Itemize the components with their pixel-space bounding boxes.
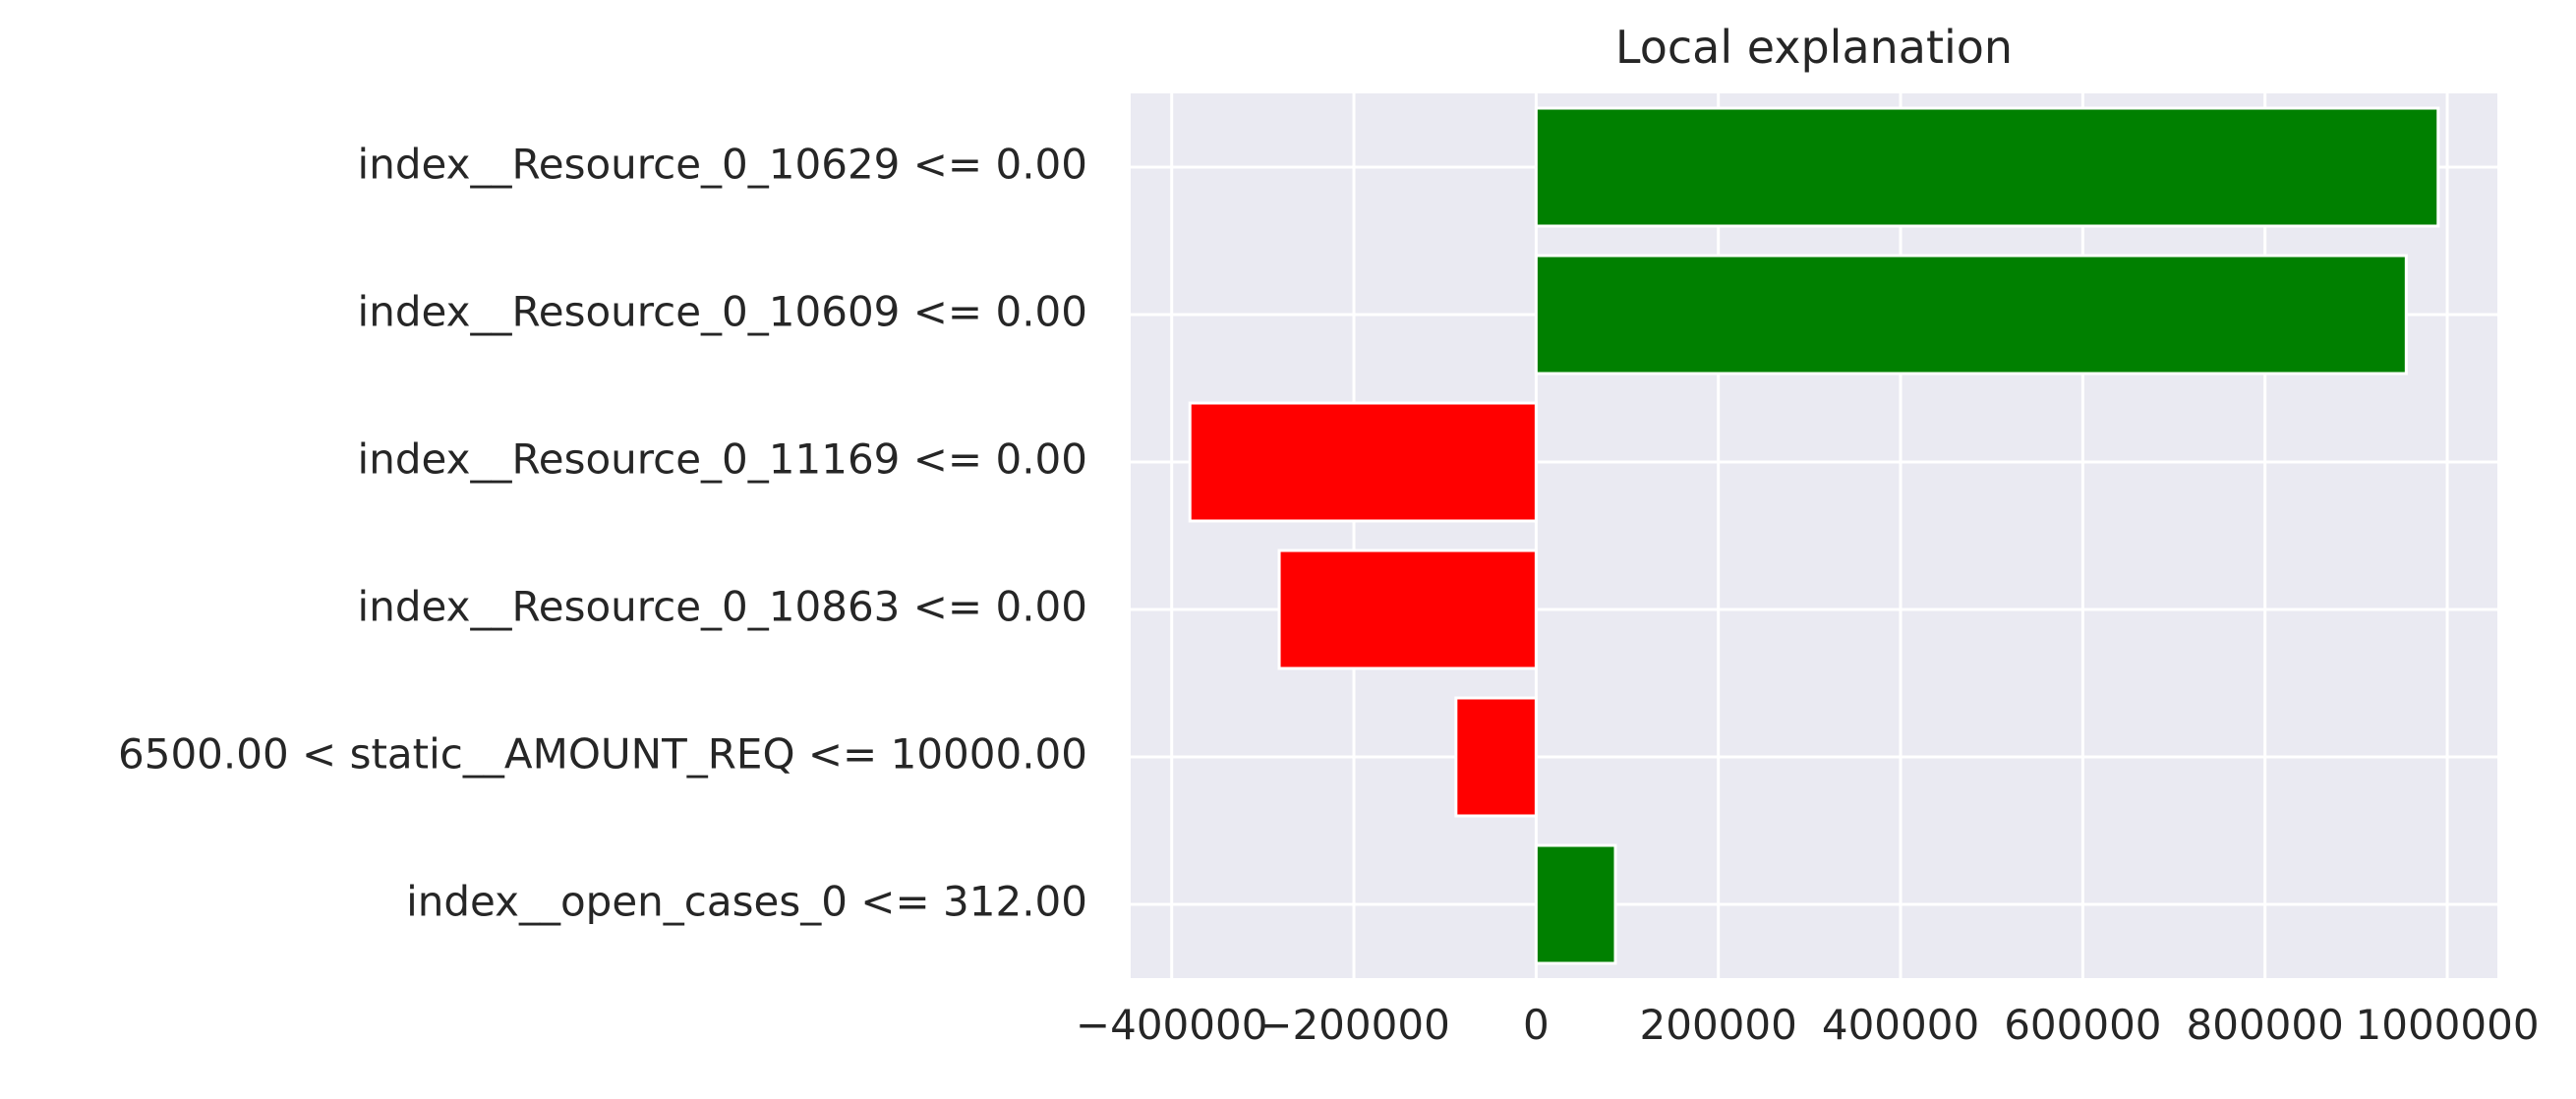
x-tick-label: −200000 <box>1258 1001 1450 1049</box>
y-tick-labels: index__Resource_0_10629 <= 0.00 index__Re… <box>118 141 1087 926</box>
x-tick-labels: −400000−200000 0 200000 400000 600000 800000 1… <box>1076 1001 2540 1049</box>
x-tick-label: 800000 <box>2187 1001 2344 1049</box>
x-tick-label: 1000000 <box>2356 1001 2540 1049</box>
x-tick-label: 400000 <box>1822 1001 1979 1049</box>
bar <box>1534 843 1617 965</box>
y-tick-label: 6500.00 < static__AMOUNT_REQ <= 10000.00 <box>118 730 1087 779</box>
x-tick-label: 0 <box>1523 1001 1550 1049</box>
y-tick-label: index__Resource_0_11169 <= 0.00 <box>358 435 1087 484</box>
bar <box>1188 401 1538 523</box>
bar <box>1534 254 2408 376</box>
bar <box>1534 106 2440 228</box>
bar <box>1277 549 1538 670</box>
y-tick-label: index__Resource_0_10609 <= 0.00 <box>358 288 1087 336</box>
bars <box>1188 106 2440 965</box>
plot-background <box>1131 93 2497 978</box>
y-tick-label: index__Resource_0_10863 <= 0.00 <box>358 583 1087 631</box>
x-tick-label: 200000 <box>1640 1001 1797 1049</box>
x-tick-label: −400000 <box>1076 1001 1268 1049</box>
bar <box>1454 696 1538 818</box>
x-tick-label: 600000 <box>2004 1001 2161 1049</box>
y-tick-label: index__open_cases_0 <= 312.00 <box>406 878 1087 926</box>
chart-title: Local explanation <box>1615 21 2013 74</box>
y-tick-label: index__Resource_0_10629 <= 0.00 <box>358 141 1087 189</box>
